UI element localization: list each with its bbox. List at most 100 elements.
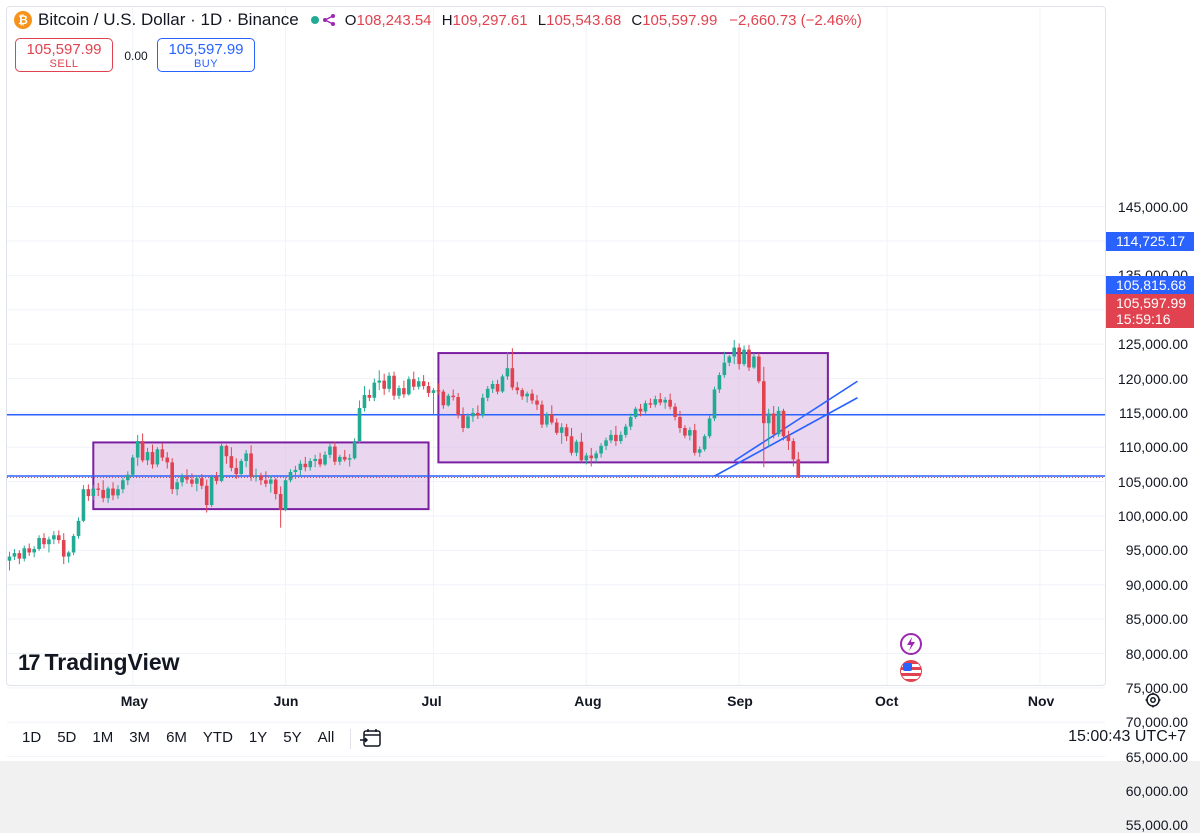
- timezone-clock[interactable]: 15:00:43 UTC+7: [1068, 728, 1186, 745]
- candle-body: [569, 436, 574, 453]
- sell-button[interactable]: 105,597.99 SELL: [15, 38, 113, 72]
- watermark-text: TradingView: [44, 649, 180, 675]
- candle-body: [313, 458, 317, 461]
- candle-body: [27, 548, 32, 553]
- candle-body: [219, 445, 224, 481]
- candle-body: [515, 387, 520, 391]
- share-icon: [322, 14, 335, 26]
- change-value: −2,660.73 (−2.46%): [729, 11, 862, 29]
- candle-body: [259, 475, 263, 481]
- price-chart[interactable]: [0, 0, 1200, 761]
- candle-body: [204, 485, 209, 505]
- candle-body: [416, 381, 421, 387]
- market-open-dot-icon: [310, 16, 319, 24]
- candle-body: [579, 441, 584, 461]
- candle-body: [357, 408, 362, 442]
- timeframe-ytd[interactable]: YTD: [202, 729, 233, 746]
- candle-body: [757, 356, 761, 382]
- candle-body: [106, 488, 110, 499]
- candle-body: [456, 397, 460, 415]
- candle-body: [490, 384, 495, 389]
- candle-body: [392, 375, 396, 396]
- channel-line-1: [733, 380, 858, 462]
- timeframe-3m[interactable]: 3M: [129, 729, 151, 746]
- timeframe-5y[interactable]: 5Y: [283, 729, 302, 746]
- candle-body: [658, 399, 663, 403]
- candle-body: [76, 520, 81, 536]
- us-flag-event-icon[interactable]: [900, 660, 922, 682]
- candle-body: [160, 449, 165, 458]
- candle-body: [352, 441, 357, 459]
- candle-body: [771, 413, 776, 435]
- candle-body: [485, 388, 490, 398]
- lightning-event-icon[interactable]: [900, 633, 922, 655]
- sell-label: SELL: [49, 58, 79, 70]
- candle-body: [619, 434, 623, 442]
- timeframe-all[interactable]: All: [317, 729, 335, 746]
- market-status[interactable]: [310, 11, 337, 29]
- symbol-legend: ₿ Bitcoin / U.S. Dollar · 1D · Binance O…: [14, 10, 862, 30]
- candle-body: [722, 362, 727, 376]
- candle-body: [431, 390, 436, 393]
- candle-body: [121, 480, 125, 490]
- candle-body: [101, 489, 105, 499]
- candle-body: [175, 482, 179, 490]
- candle-body: [180, 476, 184, 483]
- candle-body: [165, 457, 170, 463]
- candle-body: [195, 478, 199, 484]
- close-value: 105,597.99: [642, 11, 718, 29]
- timeframe-1d[interactable]: 1D: [22, 729, 42, 746]
- candle-body: [155, 449, 160, 465]
- bitcoin-icon[interactable]: ₿: [14, 11, 32, 29]
- candle-body: [86, 489, 91, 497]
- timeframe-5d[interactable]: 5D: [57, 729, 77, 746]
- candle-body: [761, 381, 766, 424]
- time-axis-label: May: [120, 693, 148, 709]
- gear-icon[interactable]: [1143, 690, 1163, 710]
- candle-body: [308, 461, 313, 468]
- candle-body: [71, 535, 76, 553]
- candle-body: [623, 426, 628, 435]
- candle-body: [22, 548, 27, 559]
- bar-countdown: 15:59:16: [1116, 311, 1171, 327]
- candle-body: [791, 441, 796, 460]
- candle-body: [717, 375, 722, 390]
- candle-body: [599, 445, 603, 454]
- price-axis-label: 75,000.00: [1125, 679, 1188, 696]
- candle-body: [57, 535, 61, 541]
- spread-value: 0.00: [124, 49, 148, 63]
- candle-body: [209, 476, 214, 505]
- candle-body: [91, 488, 96, 497]
- symbol-title[interactable]: Bitcoin / U.S. Dollar · 1D · Binance: [38, 10, 299, 29]
- buy-button[interactable]: 105,597.99 BUY: [157, 38, 255, 72]
- date-range-icon[interactable]: [359, 727, 383, 749]
- candle-body: [347, 458, 352, 460]
- time-axis-label: Jul: [421, 693, 442, 709]
- candle-body: [545, 414, 549, 425]
- timeframe-1m[interactable]: 1M: [92, 729, 114, 746]
- open-value: 108,243.54: [356, 11, 432, 29]
- candle-body: [17, 553, 22, 559]
- candle-body: [411, 379, 416, 387]
- candle-body: [574, 441, 579, 453]
- candle-body: [559, 427, 564, 433]
- candle-body: [520, 390, 525, 397]
- candle-body: [229, 456, 234, 468]
- price-axis-label: 80,000.00: [1125, 645, 1188, 662]
- candle-body: [500, 376, 505, 392]
- candle-body: [737, 347, 741, 365]
- tradingview-logo-icon: 17: [18, 649, 41, 675]
- candle-body: [111, 488, 115, 496]
- timeframe-1y[interactable]: 1Y: [248, 729, 268, 746]
- price-axis-label: 90,000.00: [1125, 576, 1188, 593]
- candle-body: [81, 489, 86, 521]
- time-axis-label: Aug: [574, 693, 602, 709]
- ohlc-values: O108,243.54 H109,297.61 L105,543.68 C105…: [345, 12, 724, 29]
- candle-body: [648, 403, 653, 405]
- candle-body: [190, 479, 194, 484]
- candle-body: [42, 538, 46, 545]
- candle-body: [145, 452, 150, 461]
- timeframe-6m[interactable]: 6M: [166, 729, 187, 746]
- candle-body: [264, 480, 268, 484]
- candle-body: [480, 397, 485, 416]
